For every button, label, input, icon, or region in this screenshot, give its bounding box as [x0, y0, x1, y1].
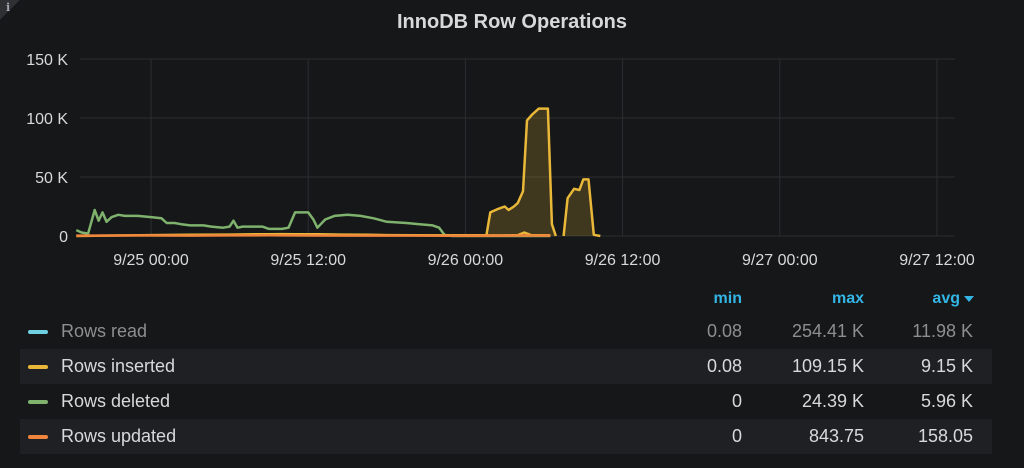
legend-row[interactable]: Rows inserted 0.08 109.15 K 9.15 K [20, 349, 992, 384]
panel-title[interactable]: InnoDB Row Operations [397, 11, 627, 33]
sort-desc-icon [964, 295, 974, 302]
x-tick-label: 9/26 00:00 [428, 252, 504, 269]
info-icon[interactable]: i [6, 1, 11, 14]
legend-value-avg: 158.05 [917, 426, 973, 446]
x-tick-label: 9/27 00:00 [742, 252, 818, 269]
y-tick-label: 100 K [26, 111, 68, 128]
y-tick-label: 50 K [35, 170, 68, 187]
x-axis-labels: 9/25 00:00 9/25 12:00 9/26 00:00 9/26 12:00… [113, 252, 975, 269]
legend-series-name[interactable]: Rows updated [61, 426, 177, 446]
legend-color-swatch[interactable] [28, 330, 48, 334]
legend-row[interactable]: Rows deleted 0 24.39 K 5.96 K [20, 384, 992, 419]
legend-series-name[interactable]: Rows read [61, 321, 148, 341]
legend-header-avg[interactable]: avg [932, 290, 974, 308]
legend-series-name[interactable]: Rows inserted [61, 356, 176, 376]
legend-header-max[interactable]: max [831, 290, 864, 307]
legend-value-max: 843.75 [808, 426, 864, 446]
series-rows-deleted-line [75, 208, 551, 238]
legend-row[interactable]: Rows updated 0 843.75 158.05 [20, 419, 992, 454]
series-rows-inserted-spike-line [445, 107, 557, 237]
chart-area[interactable]: 0 50 K 100 K 150 K 9/25 00:00 9/25 12:00 9/26… [0, 0, 1024, 284]
legend-color-swatch[interactable] [28, 400, 48, 404]
legend-color-swatch[interactable] [28, 435, 48, 439]
legend-rows: Rows read 0.08 254.41 K 11.98 K Rows inserte… [20, 314, 992, 454]
legend-color-swatch[interactable] [28, 365, 48, 369]
series-rows-inserted-spike-b-line [562, 178, 601, 238]
panel-info-corner[interactable]: i [0, 0, 20, 20]
x-tick-label: 9/26 12:00 [585, 252, 661, 269]
legend-value-avg: 11.98 K [912, 321, 973, 341]
legend-header-avg-label: avg [932, 290, 960, 307]
legend-value-min: 0.08 [706, 356, 742, 376]
legend-value-avg: 9.15 K [920, 356, 973, 376]
x-tick-label: 9/25 00:00 [113, 252, 189, 269]
legend-value-max: 109.15 K [791, 356, 864, 376]
legend-header-min[interactable]: min [713, 290, 742, 307]
y-tick-label: 0 [59, 229, 68, 246]
series-rows-inserted-spike-area [445, 108, 556, 236]
series-layer [75, 107, 601, 238]
series-rows-updated-line [76, 234, 551, 238]
y-axis-labels: 0 50 K 100 K 150 K [26, 52, 68, 246]
legend-table: min max avg Rows read 0.08 254.41 K 11.98 K… [20, 284, 992, 454]
legend-value-max: 24.39 K [801, 391, 864, 411]
legend-value-min: 0 [731, 426, 742, 446]
legend-value-avg: 5.96 K [920, 391, 973, 411]
legend-row[interactable]: Rows read 0.08 254.41 K 11.98 K [20, 314, 992, 349]
legend-series-name[interactable]: Rows deleted [61, 391, 171, 411]
legend-value-min: 0.08 [706, 321, 742, 341]
x-tick-label: 9/25 12:00 [270, 252, 346, 269]
series-rows-inserted-spike-b-area [563, 179, 601, 236]
y-tick-label: 150 K [26, 52, 68, 69]
legend-header: min max avg [20, 284, 992, 314]
legend-value-max: 254.41 K [791, 321, 864, 341]
legend-value-min: 0 [731, 391, 742, 411]
x-tick-label: 9/27 12:00 [899, 252, 975, 269]
